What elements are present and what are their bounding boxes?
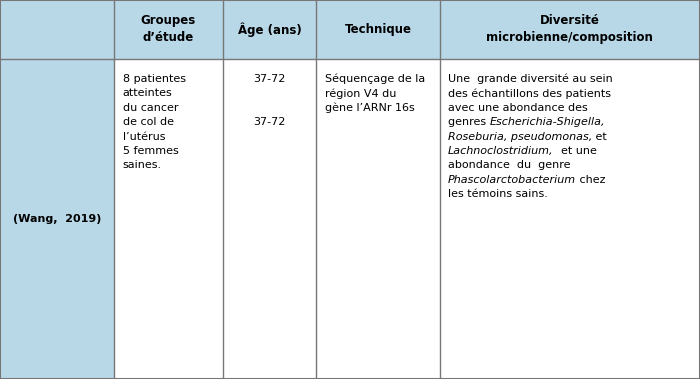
Text: genres: genres xyxy=(448,117,489,127)
Text: 37-72: 37-72 xyxy=(253,117,286,127)
Text: 37-72: 37-72 xyxy=(253,74,286,84)
Text: abondance  du  genre: abondance du genre xyxy=(448,160,570,170)
Text: Une  grande diversité au sein: Une grande diversité au sein xyxy=(448,74,612,85)
Text: Âge (ans): Âge (ans) xyxy=(237,22,302,37)
Text: Groupes
d’étude: Groupes d’étude xyxy=(141,14,196,44)
Text: avec une abondance des: avec une abondance des xyxy=(448,103,588,113)
Text: (Wang,  2019): (Wang, 2019) xyxy=(13,214,102,224)
Text: du cancer: du cancer xyxy=(122,103,178,113)
Text: Escherichia-Shigella,: Escherichia-Shigella, xyxy=(489,117,605,127)
Text: 5 femmes: 5 femmes xyxy=(122,146,178,156)
Text: Roseburia, pseudomonas,: Roseburia, pseudomonas, xyxy=(448,132,592,141)
Text: les témoins sains.: les témoins sains. xyxy=(448,189,548,199)
Text: Diversité
microbienne/composition: Diversité microbienne/composition xyxy=(486,14,653,44)
Text: 8 patientes: 8 patientes xyxy=(122,74,186,84)
Text: Lachnoclostridium,: Lachnoclostridium, xyxy=(448,146,554,156)
Text: région V4 du: région V4 du xyxy=(325,88,396,99)
Text: Phascolarctobacterium: Phascolarctobacterium xyxy=(448,175,576,185)
Text: et une: et une xyxy=(554,146,596,156)
Text: et: et xyxy=(592,132,607,141)
Text: atteintes: atteintes xyxy=(122,88,172,98)
Text: de col de: de col de xyxy=(122,117,174,127)
Text: gène l’ARNr 16s: gène l’ARNr 16s xyxy=(325,103,414,113)
Text: chez: chez xyxy=(576,175,606,185)
Text: Séquençage de la: Séquençage de la xyxy=(325,74,425,85)
Text: des échantillons des patients: des échantillons des patients xyxy=(448,88,611,99)
Text: l’utérus: l’utérus xyxy=(122,132,165,141)
Bar xyxy=(114,59,700,379)
Text: Technique: Technique xyxy=(344,23,412,36)
Text: saines.: saines. xyxy=(122,160,162,170)
